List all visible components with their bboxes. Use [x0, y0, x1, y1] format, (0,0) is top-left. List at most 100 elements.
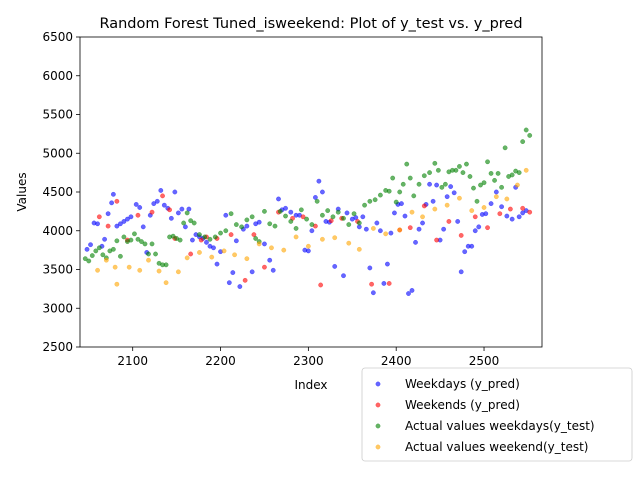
series-3	[95, 167, 529, 287]
data-point	[114, 223, 120, 229]
legend: Weekdays (y_pred) Weekends (y_pred) Actual…	[361, 367, 633, 462]
data-point	[132, 231, 137, 237]
data-point	[427, 170, 432, 176]
x-tick-label: 2300	[293, 354, 324, 368]
data-point	[325, 208, 331, 214]
data-point	[386, 281, 392, 286]
data-point	[112, 264, 118, 270]
data-point	[142, 241, 148, 247]
data-point	[397, 227, 403, 233]
data-point	[441, 226, 447, 232]
data-point	[233, 222, 239, 227]
data-point	[135, 236, 141, 242]
data-point	[523, 167, 529, 173]
data-point	[207, 236, 213, 242]
data-point	[400, 181, 406, 187]
data-point	[383, 231, 389, 237]
data-point	[520, 210, 526, 216]
data-point	[244, 217, 250, 223]
legend-marker	[375, 381, 381, 387]
data-point	[320, 236, 325, 242]
data-point	[474, 198, 480, 204]
data-point	[444, 202, 450, 208]
data-point	[434, 237, 440, 243]
data-point	[464, 161, 469, 167]
data-point	[346, 222, 352, 227]
data-point	[478, 182, 483, 188]
data-point	[409, 288, 415, 293]
data-point	[298, 207, 304, 213]
data-point	[420, 214, 425, 220]
y-tick-label: 5500	[42, 108, 73, 122]
data-point	[228, 211, 234, 217]
data-point	[128, 214, 134, 220]
data-point	[457, 195, 462, 201]
data-point	[283, 213, 288, 219]
data-point	[276, 196, 281, 202]
data-point	[262, 208, 267, 214]
data-point	[272, 223, 278, 229]
data-point	[421, 203, 427, 209]
data-point	[360, 214, 366, 220]
data-point	[504, 213, 510, 219]
series-1	[96, 193, 533, 288]
data-point	[139, 239, 144, 245]
data-point	[346, 240, 352, 246]
data-point	[446, 219, 452, 224]
data-point	[212, 234, 218, 240]
data-point	[451, 190, 457, 196]
data-point	[516, 170, 522, 176]
data-point	[214, 261, 220, 267]
data-point	[186, 206, 192, 212]
data-point	[149, 209, 155, 215]
data-point	[341, 215, 346, 221]
data-point	[341, 273, 346, 279]
data-point	[353, 215, 359, 220]
data-point	[520, 205, 526, 211]
data-point	[444, 194, 450, 200]
y-tick-label: 2500	[42, 340, 73, 354]
data-point	[388, 230, 394, 236]
data-point	[458, 232, 464, 238]
data-point	[228, 232, 234, 238]
data-point	[460, 170, 466, 176]
data-point	[434, 182, 440, 188]
data-point	[457, 164, 462, 169]
data-point	[397, 189, 403, 195]
data-point	[374, 220, 380, 226]
x-tick-label: 2200	[205, 354, 236, 368]
data-point	[149, 241, 155, 247]
data-point	[416, 226, 422, 232]
data-point	[96, 245, 102, 251]
y-tick-label: 3000	[42, 301, 73, 315]
data-point	[253, 236, 259, 241]
data-point	[226, 280, 232, 286]
data-point	[304, 216, 310, 222]
data-point	[527, 133, 533, 138]
data-point	[499, 204, 504, 210]
data-point	[381, 281, 387, 286]
data-point	[95, 221, 100, 227]
data-point	[469, 208, 475, 214]
data-point	[497, 211, 503, 217]
data-point	[204, 239, 209, 245]
data-point	[88, 242, 93, 248]
data-point	[332, 235, 338, 241]
data-point	[293, 226, 299, 231]
y-tick-label: 3500	[42, 263, 73, 277]
x-tick-label: 2500	[469, 354, 500, 368]
data-point	[137, 267, 143, 273]
y-axis-label: Values	[15, 172, 29, 211]
data-point	[332, 263, 338, 269]
chart-title: Random Forest Tuned_isweekend: Plot of y…	[99, 16, 522, 32]
data-point	[223, 228, 229, 234]
data-point	[197, 250, 202, 255]
data-point	[242, 277, 248, 283]
data-point	[393, 199, 399, 205]
data-point	[406, 291, 411, 296]
data-point	[283, 205, 288, 211]
data-point	[126, 264, 132, 270]
data-point	[455, 219, 461, 224]
data-point	[356, 220, 362, 226]
data-point	[288, 219, 294, 224]
